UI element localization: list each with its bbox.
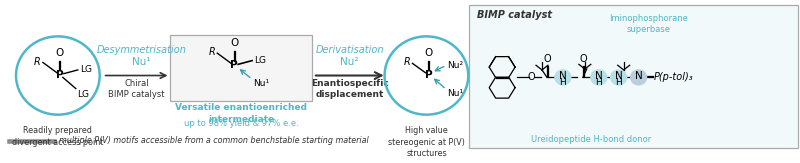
Text: O: O [230, 38, 238, 48]
Text: R: R [34, 57, 41, 67]
Text: H: H [615, 78, 622, 87]
Text: BIMP catalyst: BIMP catalyst [478, 10, 552, 20]
Text: Ureidopeptide H-bond donor: Ureidopeptide H-bond donor [530, 135, 651, 144]
Text: O: O [56, 48, 64, 58]
Text: LG: LG [254, 56, 266, 65]
Text: H: H [559, 78, 566, 87]
Text: Enantiospecific
displacement: Enantiospecific displacement [311, 79, 389, 99]
Text: O: O [424, 48, 433, 58]
Text: N: N [595, 71, 602, 81]
Text: P(p-tol)₃: P(p-tol)₃ [654, 72, 693, 82]
Text: Versatile enantioenriched
intermediate: Versatile enantioenriched intermediate [175, 104, 307, 124]
Circle shape [610, 70, 626, 85]
Text: O: O [579, 54, 587, 64]
Text: Derivatisation: Derivatisation [315, 45, 384, 55]
Text: P: P [230, 60, 238, 70]
Text: O: O [527, 72, 535, 82]
Text: H: H [595, 78, 602, 87]
Text: Nu¹: Nu¹ [132, 57, 151, 67]
Text: N: N [634, 71, 642, 82]
Circle shape [555, 70, 571, 85]
Text: P: P [425, 70, 432, 80]
Text: Nu²: Nu² [447, 61, 463, 70]
Text: Nu²: Nu² [341, 57, 359, 67]
Text: Nu¹: Nu¹ [253, 79, 270, 88]
Text: O: O [544, 54, 551, 64]
Text: N: N [615, 71, 622, 81]
Text: up to 98% yield & 97% e.e.: up to 98% yield & 97% e.e. [184, 119, 298, 128]
Circle shape [591, 70, 606, 85]
Text: R: R [404, 58, 410, 67]
Text: Readily prepared
divergent access point: Readily prepared divergent access point [12, 126, 103, 147]
Text: Iminophosphorane
superbase: Iminophosphorane superbase [609, 14, 688, 34]
FancyBboxPatch shape [170, 35, 312, 101]
Text: Desymmetrisation: Desymmetrisation [97, 45, 186, 55]
FancyBboxPatch shape [470, 5, 798, 148]
Text: multiple P(V) motifs accessible from a common benchstable starting material: multiple P(V) motifs accessible from a c… [59, 136, 369, 145]
Text: P: P [56, 70, 64, 80]
Text: LG: LG [80, 65, 92, 74]
Text: High value
stereogenic at P(V)
structures: High value stereogenic at P(V) structure… [388, 126, 465, 158]
Circle shape [630, 70, 646, 85]
Text: Chiral
BIMP catalyst: Chiral BIMP catalyst [108, 79, 165, 99]
Text: Nu¹: Nu¹ [447, 89, 463, 98]
Text: LG: LG [77, 90, 89, 99]
Text: R: R [209, 47, 215, 57]
Text: N: N [559, 71, 566, 81]
